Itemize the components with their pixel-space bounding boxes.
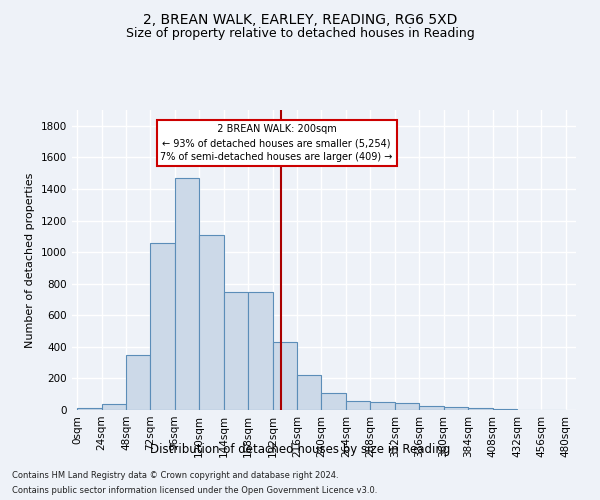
Text: Contains HM Land Registry data © Crown copyright and database right 2024.: Contains HM Land Registry data © Crown c… (12, 471, 338, 480)
Bar (297, 376, 322, 410)
Bar (370, 402, 395, 410)
Bar (151, 242, 175, 410)
Text: Distribution of detached houses by size in Reading: Distribution of detached houses by size … (150, 444, 450, 456)
Y-axis label: Number of detached properties: Number of detached properties (25, 172, 35, 348)
Bar (346, 402, 370, 410)
Bar (199, 234, 224, 410)
Bar (126, 354, 151, 410)
Bar (468, 408, 493, 410)
Text: 2 BREAN WALK: 200sqm  
← 93% of detached houses are smaller (5,254)
7% of semi-d: 2 BREAN WALK: 200sqm ← 93% of detached h… (160, 124, 393, 162)
Bar (419, 406, 443, 410)
Bar (322, 392, 346, 410)
Bar (224, 292, 248, 410)
Bar (77, 408, 101, 410)
Bar (443, 407, 468, 410)
Bar (493, 409, 517, 410)
Bar (101, 404, 126, 410)
Text: 2, BREAN WALK, EARLEY, READING, RG6 5XD: 2, BREAN WALK, EARLEY, READING, RG6 5XD (143, 12, 457, 26)
Bar (272, 342, 297, 410)
Text: Contains public sector information licensed under the Open Government Licence v3: Contains public sector information licen… (12, 486, 377, 495)
Text: Size of property relative to detached houses in Reading: Size of property relative to detached ho… (125, 28, 475, 40)
Bar (175, 178, 199, 410)
Bar (248, 292, 272, 410)
Bar (395, 403, 419, 410)
